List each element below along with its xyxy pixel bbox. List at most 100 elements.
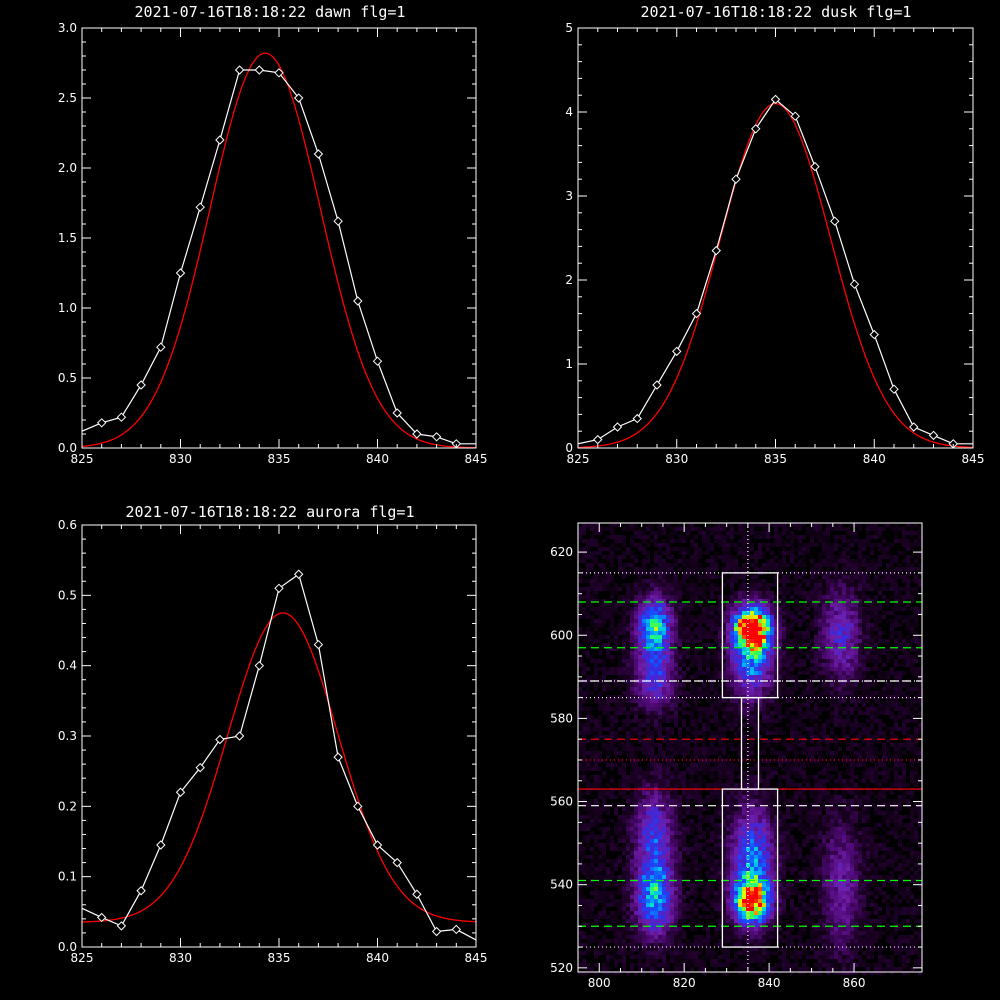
y-tick-label: 1.0	[58, 301, 77, 315]
data-point-diamond	[431, 926, 442, 937]
y-tick-label: 0.0	[58, 940, 77, 954]
x-tick-label: 845	[962, 452, 985, 466]
y-tick-label: 1	[565, 357, 573, 371]
data-point-diamond	[96, 418, 107, 428]
y-tick-label: 0.6	[58, 518, 77, 532]
x-tick-label: 840	[366, 452, 389, 466]
data-point-diamond	[195, 762, 205, 773]
x-tick-label: 830	[169, 951, 192, 965]
data-point-diamond	[274, 583, 284, 594]
data-point-diamond	[333, 216, 343, 226]
data-point-diamond	[313, 149, 324, 159]
data-point-diamond	[96, 912, 107, 923]
data-point-diamond	[810, 161, 820, 172]
data-point-diamond	[632, 413, 642, 424]
heatmap-panel: 800 820 840 860 520 540 560 580 600 620	[550, 522, 923, 990]
data-point-diamond	[175, 268, 186, 278]
data-point-diamond	[612, 422, 623, 432]
y-tick-label: 0.3	[58, 729, 77, 743]
data-point-diamond	[790, 111, 800, 121]
data-point-diamond	[156, 840, 166, 850]
aurora-chart-title: 2021-07-16T18:18:22 aurora flg=1	[126, 503, 415, 521]
x-tick-label: 860	[843, 976, 866, 990]
data-point-diamond	[215, 734, 225, 745]
y-tick-label: 3	[565, 189, 573, 203]
data-point-diamond	[751, 124, 761, 134]
data-point-diamond	[313, 639, 324, 650]
selection-box	[740, 696, 760, 790]
data-point-diamond	[731, 174, 741, 184]
data-point-diamond	[672, 346, 682, 357]
data-point-diamond	[156, 342, 166, 352]
data-point-diamond	[691, 308, 702, 319]
y-tick-label: 0.2	[58, 799, 77, 813]
x-tick-label: 840	[863, 452, 886, 466]
plot-frame	[577, 522, 923, 973]
y-tick-label: 520	[550, 961, 573, 975]
data-point-diamond	[770, 94, 781, 105]
x-tick-label: 830	[169, 452, 192, 466]
dawn-chart-title: 2021-07-16T18:18:22 dawn flg=1	[135, 3, 406, 21]
x-tick-label: 835	[764, 452, 787, 466]
y-tick-label: 580	[550, 711, 573, 725]
dusk-chart-panel: 2021-07-16T18:18:22 dusk flg=1 825 830 835…	[565, 3, 984, 466]
x-tick-label: 840	[366, 951, 389, 965]
data-point-diamond	[372, 840, 383, 850]
data-point-diamond	[711, 245, 721, 256]
data-point-diamond	[830, 216, 840, 226]
y-tick-label: 2	[565, 273, 573, 287]
data-point-diamond	[136, 380, 146, 390]
y-tick-label: 0.5	[58, 588, 77, 602]
data-point-diamond	[869, 329, 879, 340]
data-point-diamond	[353, 801, 363, 812]
data-point-diamond	[116, 412, 127, 422]
y-tick-label: 3.0	[58, 21, 77, 35]
dawn-chart-panel: 2021-07-16T18:18:22 dawn flg=1 825 830 835…	[58, 3, 488, 466]
data-point-diamond	[392, 857, 402, 868]
y-tick-label: 540	[550, 878, 573, 892]
x-tick-label: 835	[268, 452, 291, 466]
data-point-diamond	[652, 380, 662, 390]
heatmap-cells	[578, 523, 922, 975]
data-point-diamond	[372, 356, 383, 366]
data-point-diamond	[293, 93, 304, 103]
y-tick-label: 0	[565, 441, 573, 455]
x-tick-label: 825	[567, 452, 590, 466]
x-tick-label: 825	[71, 951, 94, 965]
y-tick-label: 2.5	[58, 91, 77, 105]
x-tick-label: 800	[588, 976, 611, 990]
data-point-diamond	[254, 660, 265, 671]
data-point-diamond	[431, 432, 442, 442]
y-tick-label: 1.5	[58, 231, 77, 245]
data-point-diamond	[234, 731, 245, 741]
y-tick-label: 560	[550, 795, 573, 809]
x-tick-label: 825	[71, 452, 94, 466]
x-tick-label: 835	[268, 951, 291, 965]
data-point-diamond	[215, 135, 225, 145]
x-tick-label: 845	[465, 452, 488, 466]
x-tick-label: 840	[758, 976, 781, 990]
data-point-diamond	[593, 434, 603, 445]
data-point-diamond	[412, 889, 422, 899]
data-point-diamond	[195, 202, 205, 212]
y-tick-label: 0.0	[58, 441, 77, 455]
x-tick-label: 845	[465, 951, 488, 965]
data-point-diamond	[849, 279, 860, 289]
data-point-diamond	[175, 787, 186, 797]
x-tick-label: 830	[665, 452, 688, 466]
data-point-diamond	[392, 408, 402, 418]
fit-curve-line	[82, 612, 476, 923]
data-point-diamond	[333, 752, 343, 762]
x-tick-label: 820	[673, 976, 696, 990]
y-tick-label: 600	[550, 628, 573, 642]
data-point-diamond	[136, 886, 146, 896]
y-tick-label: 2.0	[58, 161, 77, 175]
data-point-diamond	[451, 924, 462, 935]
data-point-diamond	[889, 384, 899, 394]
fit-curve-line	[82, 52, 476, 448]
data-point-diamond	[116, 921, 127, 931]
data-point-diamond	[254, 65, 265, 75]
y-tick-label: 4	[565, 105, 573, 119]
data-point-diamond	[353, 296, 363, 306]
